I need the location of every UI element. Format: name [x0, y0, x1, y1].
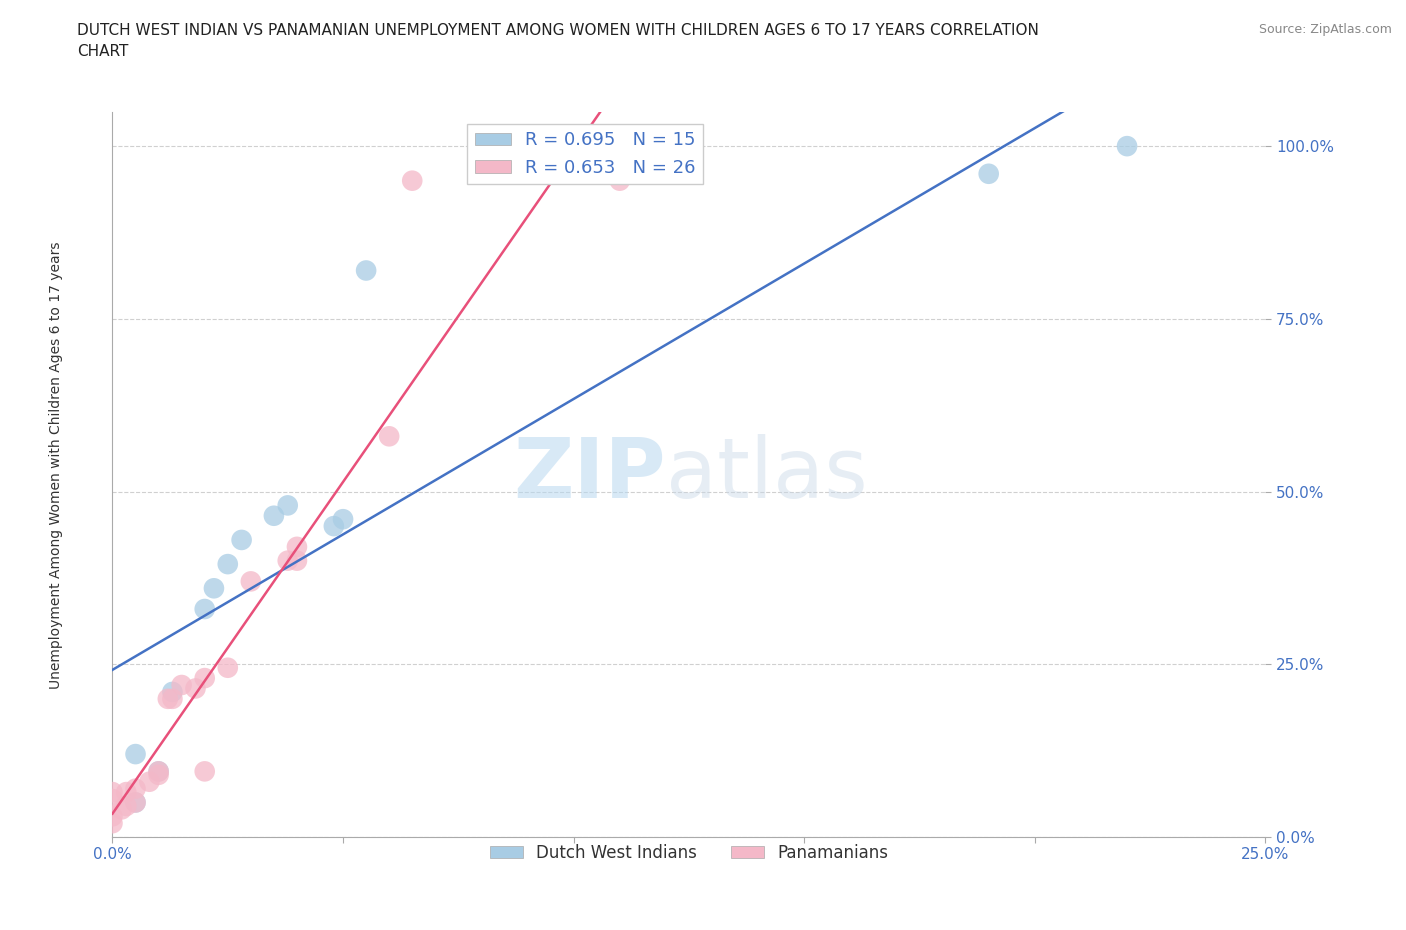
Point [202, 581, 225, 596]
Point [277, 498, 299, 512]
Point [101, 785, 124, 800]
Point [170, 678, 193, 693]
Point [111, 802, 134, 817]
Point [162, 691, 184, 706]
Point [101, 816, 124, 830]
Point [101, 791, 124, 806]
Point [285, 553, 308, 568]
Point [378, 429, 401, 444]
Point [148, 767, 170, 782]
Text: CHART: CHART [77, 44, 129, 59]
Point [162, 684, 184, 699]
Text: Unemployment Among Women with Children Ages 6 to 17 years: Unemployment Among Women with Children A… [49, 241, 63, 689]
Point [148, 764, 170, 778]
Point [124, 747, 146, 762]
Point [124, 795, 146, 810]
Point [285, 539, 308, 554]
Point [156, 691, 179, 706]
Point [609, 173, 631, 188]
Point [354, 263, 377, 278]
Point [217, 557, 239, 572]
Point [148, 764, 170, 778]
Legend: Dutch West Indians, Panamanians: Dutch West Indians, Panamanians [484, 837, 894, 869]
Point [194, 602, 217, 617]
Point [184, 681, 207, 696]
Point [101, 809, 124, 824]
Point [217, 660, 239, 675]
Text: DUTCH WEST INDIAN VS PANAMANIAN UNEMPLOYMENT AMONG WOMEN WITH CHILDREN AGES 6 TO: DUTCH WEST INDIAN VS PANAMANIAN UNEMPLOY… [77, 23, 1039, 38]
Point [138, 775, 160, 790]
Point [263, 509, 285, 524]
Point [115, 785, 138, 800]
Point [231, 533, 253, 548]
Point [124, 781, 146, 796]
Text: atlas: atlas [666, 433, 868, 515]
Point [115, 799, 138, 814]
Point [332, 512, 354, 526]
Text: Source: ZipAtlas.com: Source: ZipAtlas.com [1258, 23, 1392, 36]
Point [124, 795, 146, 810]
Point [194, 764, 217, 778]
Text: ZIP: ZIP [513, 433, 666, 515]
Point [977, 166, 1000, 181]
Point [322, 519, 344, 534]
Point [277, 553, 299, 568]
Point [1116, 139, 1139, 153]
Point [401, 173, 423, 188]
Point [194, 671, 217, 685]
Point [239, 574, 262, 589]
